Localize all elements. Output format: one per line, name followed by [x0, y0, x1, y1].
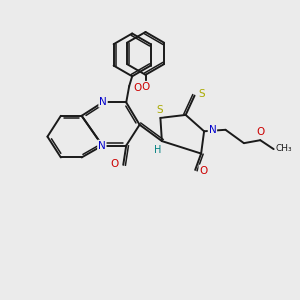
- Text: O: O: [200, 166, 208, 176]
- Text: O: O: [134, 82, 142, 93]
- Text: CH₃: CH₃: [276, 144, 292, 153]
- Text: S: S: [199, 89, 205, 99]
- Text: N: N: [99, 97, 107, 107]
- Text: N: N: [208, 125, 216, 135]
- Text: N: N: [98, 140, 106, 151]
- Text: O: O: [111, 159, 119, 169]
- Text: H: H: [154, 145, 161, 155]
- Text: O: O: [257, 127, 265, 137]
- Text: O: O: [141, 82, 150, 92]
- Text: S: S: [157, 106, 163, 116]
